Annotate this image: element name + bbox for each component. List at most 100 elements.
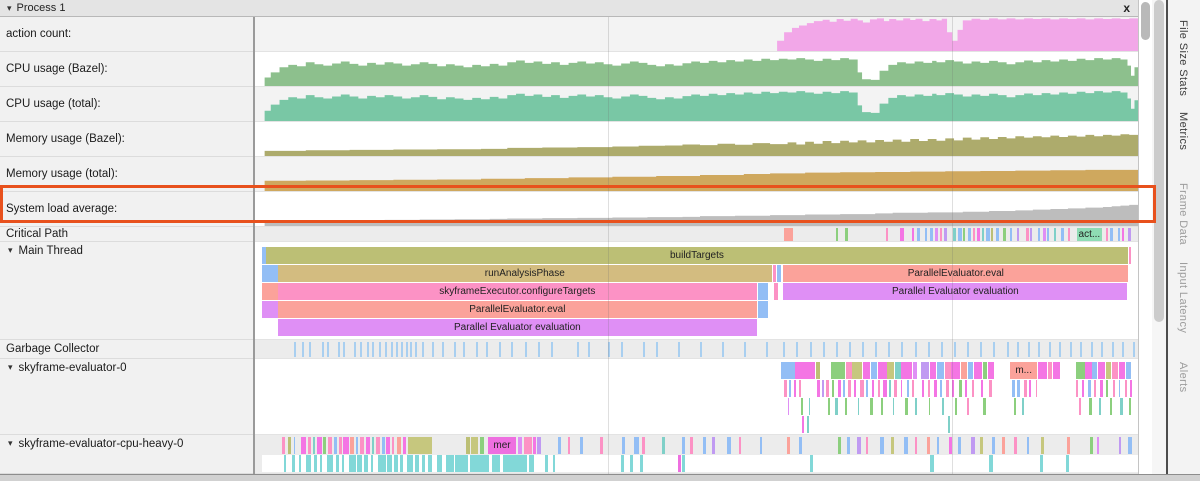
trace-tick xyxy=(567,437,571,454)
trace-tick xyxy=(1069,342,1072,357)
trace-slice[interactable]: act... xyxy=(1076,228,1103,241)
trace-tick xyxy=(796,342,799,357)
trace-tick xyxy=(947,416,950,433)
trace-tick xyxy=(1094,380,1096,397)
scrollbar-thumb[interactable] xyxy=(1154,0,1164,322)
trace-tick xyxy=(370,455,374,472)
track-cpu-usage-total[interactable] xyxy=(255,87,1138,122)
track-garbage-collector[interactable] xyxy=(255,340,1138,359)
collapse-icon[interactable]: ▾ xyxy=(8,438,13,448)
trace-tick xyxy=(894,380,898,397)
track-skyframe-evaluator-0[interactable]: m... xyxy=(255,359,1138,435)
trace-tick xyxy=(809,455,813,472)
trace-tick xyxy=(865,437,869,454)
trace-tick xyxy=(1122,228,1125,241)
row-label-main-thread[interactable]: ▾ Main Thread xyxy=(0,242,253,340)
trace-tick xyxy=(837,437,842,454)
trace-tick xyxy=(927,342,930,357)
trace-tick xyxy=(1013,437,1018,454)
trace-slice[interactable]: skyframeExecutor.configureTargets xyxy=(277,283,757,300)
row-label-memory-usage-bazel: Memory usage (Bazel): xyxy=(0,122,253,157)
trace-tick xyxy=(422,455,425,472)
trace-tick xyxy=(1075,380,1079,397)
process-title: Process 1 xyxy=(16,2,66,14)
trace-tick xyxy=(900,380,903,397)
trace-slice[interactable]: runAnalysisPhase xyxy=(277,265,772,282)
trace-tick xyxy=(1129,398,1131,415)
trace-tick xyxy=(1053,228,1057,241)
trace-slice[interactable]: ParallelEvaluator.eval xyxy=(277,301,757,318)
trace-tick xyxy=(974,362,983,379)
sidebar-tab-metrics[interactable]: Metrics xyxy=(1177,112,1189,151)
trace-tick xyxy=(1010,228,1013,241)
trace-tick xyxy=(757,283,769,300)
trace-tick xyxy=(1117,228,1121,241)
trace-tick xyxy=(852,362,863,379)
collapse-icon[interactable]: ▾ xyxy=(7,2,12,13)
trace-tick xyxy=(678,342,681,357)
trace-tick xyxy=(887,362,895,379)
trace-slice[interactable]: m... xyxy=(1010,362,1038,379)
row-label-skyframe-evaluator-0[interactable]: ▾ skyframe-evaluator-0 xyxy=(0,359,253,435)
trace-slice[interactable]: mer xyxy=(488,437,517,454)
track-memory-usage-bazel[interactable] xyxy=(255,122,1138,157)
trace-tick xyxy=(1024,380,1027,397)
inner-vertical-scrollbar[interactable] xyxy=(1138,0,1152,474)
trace-tick xyxy=(904,398,908,415)
trace-tick xyxy=(367,342,370,357)
trace-tick xyxy=(453,342,456,357)
trace-tick xyxy=(817,380,820,397)
close-button[interactable]: x xyxy=(1123,1,1130,15)
sidebar-tab-alerts[interactable]: Alerts xyxy=(1177,362,1189,393)
row-label-skyframe-evaluator-cpu-heavy-0[interactable]: ▾ skyframe-evaluator-cpu-heavy-0 xyxy=(0,435,253,474)
trace-tick xyxy=(1124,380,1128,397)
trace-tick xyxy=(968,362,974,379)
sidebar-tab-input-latency[interactable]: Input Latency xyxy=(1177,262,1189,334)
track-label-column: action count: CPU usage (Bazel): CPU usa… xyxy=(0,17,255,474)
trace-tick xyxy=(678,455,681,472)
trace-tick xyxy=(300,437,306,454)
track-cpu-usage-bazel[interactable] xyxy=(255,52,1138,87)
trace-tick xyxy=(941,398,945,415)
trace-tick xyxy=(1014,398,1017,415)
trace-tick xyxy=(608,342,611,357)
collapse-icon[interactable]: ▾ xyxy=(8,362,13,372)
trace-tick xyxy=(390,342,393,357)
trace-tick xyxy=(1017,228,1020,241)
trace-slice[interactable]: buildTargets xyxy=(265,247,1129,264)
trace-tick xyxy=(1030,228,1033,241)
sidebar-tab-frame-data[interactable]: Frame Data xyxy=(1177,183,1189,246)
collapse-icon[interactable]: ▾ xyxy=(8,245,13,255)
track-system-load-average[interactable] xyxy=(255,192,1138,227)
trace-slice[interactable]: Parallel Evaluator evaluation xyxy=(783,283,1128,300)
track-action-count[interactable] xyxy=(255,17,1138,52)
trace-tick xyxy=(1111,362,1118,379)
trace-tick xyxy=(962,228,965,241)
track-skyframe-evaluator-cpu-heavy-0[interactable]: mer xyxy=(255,435,1138,474)
trace-tick xyxy=(348,455,356,472)
row-label-critical-path: Critical Path xyxy=(0,227,253,242)
process-header[interactable]: ▾ Process 1 x xyxy=(0,0,1138,17)
trace-slice[interactable]: Parallel Evaluator evaluation xyxy=(277,319,757,336)
trace-tick xyxy=(912,362,918,379)
trace-tick xyxy=(355,437,359,454)
trace-tick xyxy=(743,342,746,357)
outer-vertical-scrollbar[interactable] xyxy=(1152,0,1166,474)
row-label-system-load-average: System load average: xyxy=(0,192,253,227)
trace-slice[interactable]: ParallelEvaluator.eval xyxy=(783,265,1129,282)
trace-tick xyxy=(305,455,312,472)
trace-tick xyxy=(982,398,986,415)
track-memory-usage-total[interactable] xyxy=(255,157,1138,192)
trace-tick xyxy=(835,342,838,357)
trace-tick xyxy=(860,380,864,397)
trace-tick xyxy=(1027,342,1030,357)
trace-tick xyxy=(786,437,791,454)
scrollbar-thumb[interactable] xyxy=(1141,2,1150,40)
horizontal-scrollbar[interactable] xyxy=(0,474,1200,481)
timeline-canvas[interactable]: act... buildTargets runAnalysisPhase Paral… xyxy=(255,17,1138,474)
trace-tick xyxy=(1092,362,1097,379)
sidebar-tab-file-size-stats[interactable]: File Size Stats xyxy=(1177,20,1189,97)
track-main-thread[interactable]: buildTargets runAnalysisPhase ParallelEval… xyxy=(255,242,1138,340)
track-critical-path[interactable]: act... xyxy=(255,227,1138,242)
trace-tick xyxy=(951,362,961,379)
